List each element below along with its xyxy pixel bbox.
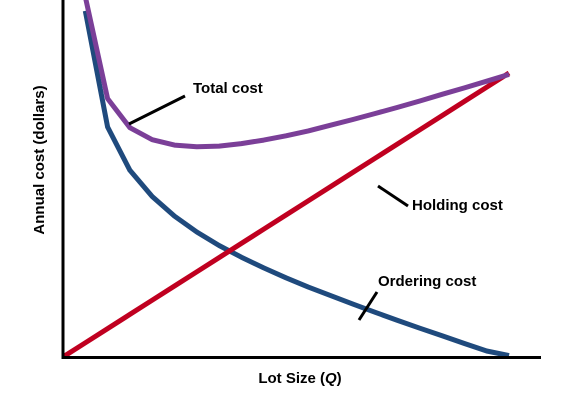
annotation-leaders — [128, 94, 409, 321]
total-cost-leader — [128, 94, 186, 126]
plot-area: Total cost Holding cost Ordering cost Lo… — [31, 0, 541, 387]
total-cost-label: Total cost — [193, 80, 263, 97]
annotation-labels: Total cost Holding cost Ordering cost — [193, 80, 503, 290]
ordering-cost-line — [82, 10, 510, 359]
holding-cost-line — [63, 70, 511, 359]
ordering-cost-label: Ordering cost — [378, 273, 476, 290]
series-layer — [63, 0, 511, 359]
x-axis-title-prefix: Lot Size ( — [258, 370, 325, 387]
total-cost-line — [83, 0, 510, 150]
y-axis-title: Annual cost (dollars) — [31, 85, 48, 234]
x-axis-title-suffix: ) — [337, 370, 342, 387]
holding-cost-label: Holding cost — [412, 197, 503, 214]
ordering-cost-leader — [357, 291, 379, 321]
holding-cost-leader — [377, 184, 409, 208]
x-axis-title-variable: Q — [325, 370, 337, 387]
x-axis-title: Lot Size (Q) — [258, 370, 341, 387]
axes — [61, 0, 541, 359]
